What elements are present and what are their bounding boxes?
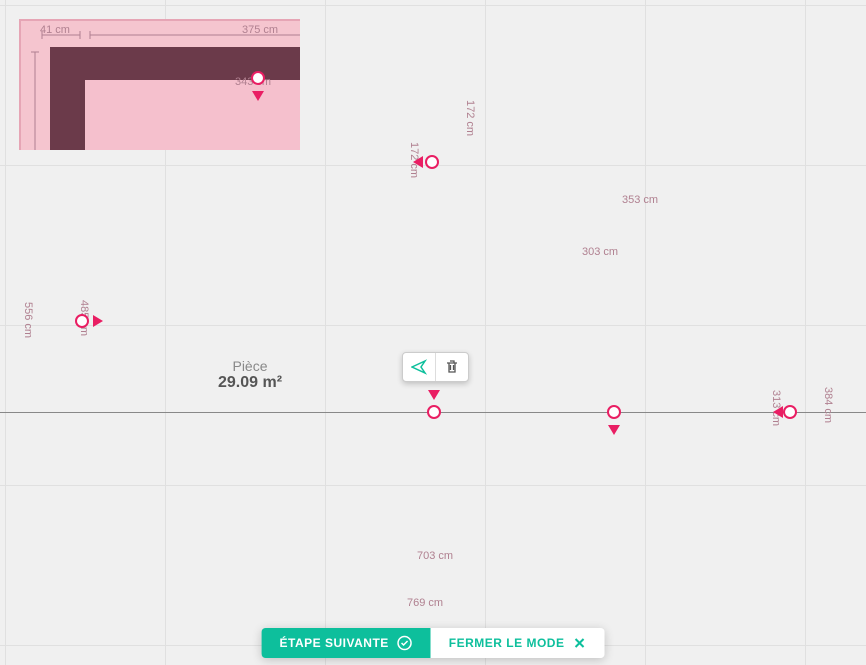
direction-indicator-icon	[428, 390, 440, 400]
delete-button[interactable]	[435, 353, 468, 381]
edge-handle[interactable]	[425, 155, 439, 169]
direction-indicator-icon	[608, 425, 620, 435]
dimension-label[interactable]: 41 cm	[38, 24, 72, 36]
trash-icon	[444, 359, 460, 375]
dimension-label[interactable]: 703 cm	[415, 550, 455, 562]
dimension-label[interactable]: 769 cm	[405, 597, 445, 609]
room-name: Pièce	[218, 358, 282, 374]
room-label: Pièce 29.09 m²	[218, 358, 282, 392]
next-step-button[interactable]: ÉTAPE SUIVANTE	[262, 628, 431, 658]
dimension-label[interactable]: 375 cm	[240, 24, 280, 36]
close-icon	[572, 636, 586, 650]
check-circle-icon	[397, 635, 413, 651]
edge-toolbar	[402, 352, 469, 382]
room-light[interactable]	[85, 80, 300, 150]
direction-indicator-icon	[773, 406, 783, 418]
edge-handle[interactable]	[75, 314, 89, 328]
dimension-label[interactable]: 172 cm	[462, 100, 478, 136]
edge-handle[interactable]	[251, 71, 265, 85]
flip-button[interactable]	[403, 353, 435, 381]
direction-indicator-icon	[413, 156, 423, 168]
room-area: 29.09 m²	[218, 374, 282, 392]
close-mode-button[interactable]: FERMER LE MODE	[431, 628, 605, 658]
footer-bar: ÉTAPE SUIVANTE FERMER LE MODE	[262, 628, 605, 658]
dimension-label[interactable]: 353 cm	[620, 194, 660, 206]
next-step-label: ÉTAPE SUIVANTE	[280, 636, 389, 650]
edge-handle[interactable]	[783, 405, 797, 419]
direction-indicator-icon	[93, 315, 103, 327]
direction-indicator-icon	[252, 91, 264, 101]
close-mode-label: FERMER LE MODE	[449, 636, 565, 650]
dimension-label[interactable]: 556 cm	[20, 302, 36, 338]
dimension-label[interactable]: 303 cm	[580, 246, 620, 258]
edge-handle[interactable]	[427, 405, 441, 419]
dimension-label[interactable]: 384 cm	[820, 387, 836, 423]
send-icon	[411, 359, 427, 375]
edge-handle[interactable]	[607, 405, 621, 419]
